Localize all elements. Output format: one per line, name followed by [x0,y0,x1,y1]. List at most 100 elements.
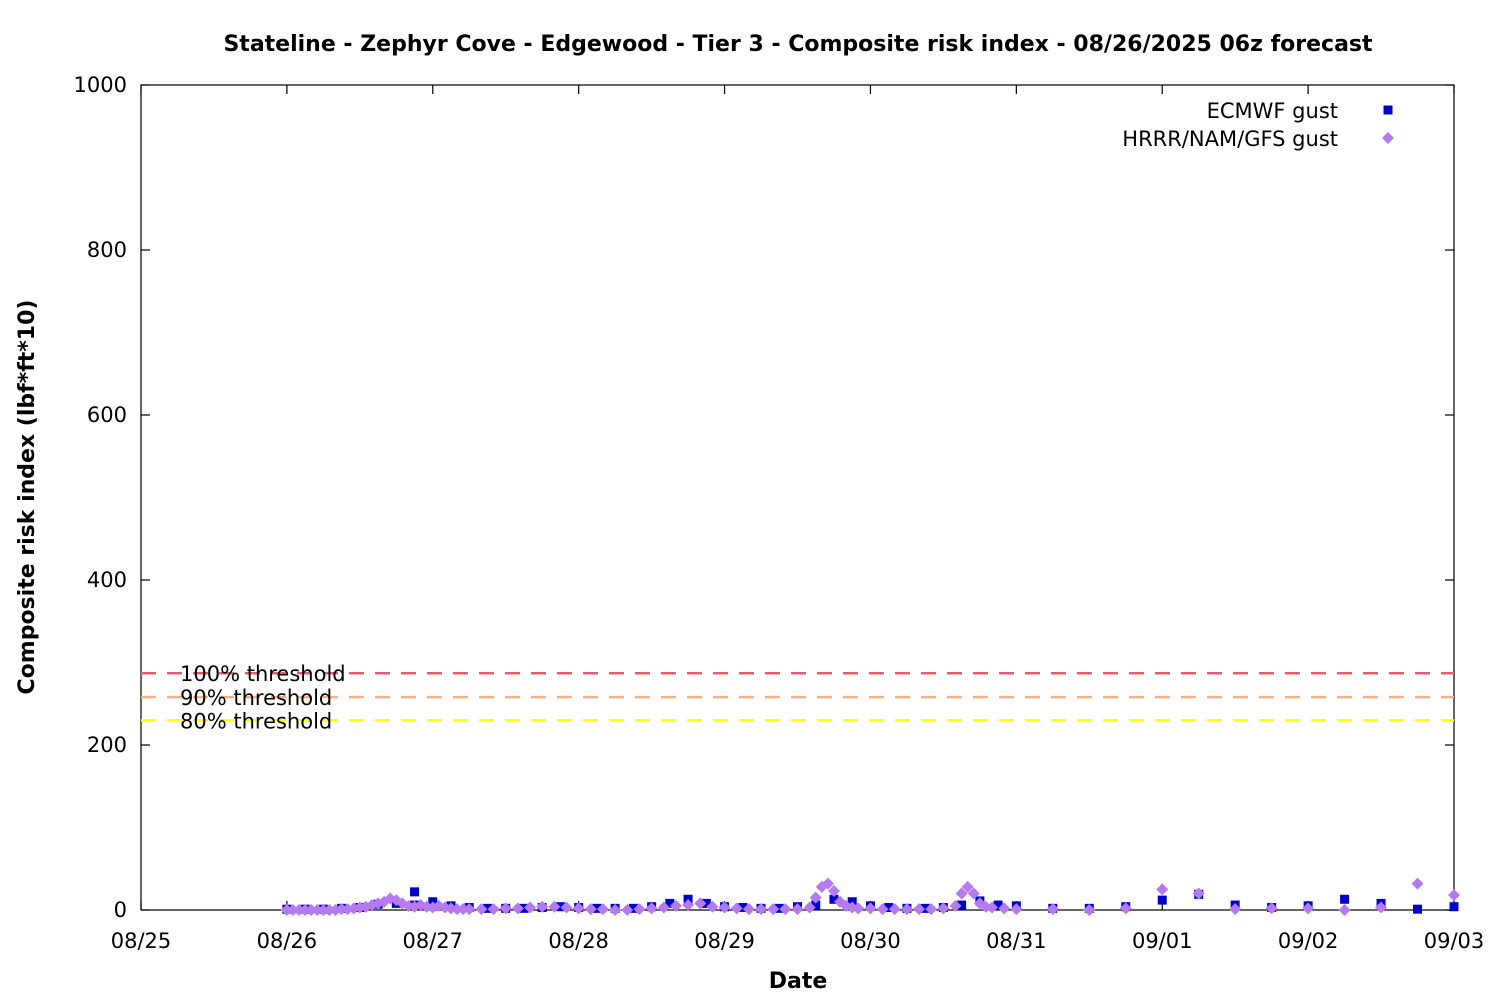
data-point [809,891,822,904]
data-point [701,898,711,908]
data-point [730,902,743,915]
data-point [609,904,622,916]
data-point [742,903,755,916]
x-tick-label: 09/03 [1424,929,1485,953]
x-axis-label: Date [769,969,828,994]
data-point [1083,904,1096,916]
data-point [986,901,999,914]
legend-label-ecmwf: ECMWF gust [1207,99,1338,123]
data-point [803,901,816,914]
data-point [1448,889,1460,902]
x-tick-label: 08/25 [111,929,172,953]
data-point [920,903,930,913]
data-point [1119,902,1132,915]
data-point [955,887,968,900]
threshold-label: 100% threshold [180,662,346,686]
data-point [335,903,348,916]
data-point [888,903,901,916]
x-tick-label: 08/27 [403,929,464,953]
x-tick-label: 08/30 [840,929,901,953]
data-point [774,903,784,913]
data-point [280,904,293,916]
data-point [451,903,464,916]
data-point [305,904,318,916]
data-point [767,903,780,916]
x-axis: 08/25 08/26 08/27 08/28 08/29 08/30 08/31 09/01… [111,85,1485,953]
data-point [519,903,529,913]
data-point [524,901,537,914]
data-point [323,904,336,916]
legend-marker-ecmwf [1383,105,1393,115]
y-axis: 0 200 400 600 800 1000 [74,73,1454,922]
legend-marker-hrrr [1382,132,1394,144]
data-point [998,902,1011,915]
data-point [657,901,670,914]
data-point [1411,877,1424,890]
data-point [482,903,492,913]
data-point [811,900,821,910]
data-point [1338,904,1351,916]
data-point [645,902,658,915]
data-point [499,902,512,915]
data-point [592,903,602,913]
data-point [596,903,609,916]
data-point [317,904,330,916]
data-point [852,902,865,915]
data-point [555,902,565,912]
data-point [1413,904,1423,914]
y-tick-label: 0 [114,898,127,922]
data-point [821,877,834,890]
y-tick-label: 800 [87,238,127,262]
data-point [1265,902,1278,915]
data-point [900,903,913,916]
data-point [913,903,926,916]
data-point [621,904,634,916]
data-point [311,904,324,916]
y-tick-label: 400 [87,568,127,592]
data-point [827,885,840,898]
data-point [925,903,938,916]
data-point [967,887,980,900]
data-point [511,902,524,915]
data-point [410,887,420,897]
x-tick-label: 08/28 [548,929,609,953]
y-tick-label: 600 [87,403,127,427]
threshold-label: 90% threshold [180,686,332,710]
data-point [548,900,561,913]
data-point [779,903,792,916]
y-tick-label: 200 [87,733,127,757]
threshold-label: 80% threshold [180,709,332,733]
data-point [706,900,719,913]
x-tick-label: 08/26 [257,929,318,953]
data-point [961,880,974,893]
x-tick-label: 09/01 [1132,929,1193,953]
data-point [682,899,695,912]
data-point [957,900,967,910]
data-point [665,898,675,908]
data-point [694,897,707,910]
data-point [487,903,500,916]
data-point [738,903,748,913]
data-point [536,900,549,913]
data-point [572,902,585,915]
data-point [829,894,839,904]
data-point [718,901,731,914]
data-point [755,903,768,916]
data-point [457,903,470,916]
data-point [633,903,646,916]
data-point [669,899,682,912]
x-tick-label: 08/29 [694,929,755,953]
data-point [949,899,962,912]
data-point [1156,883,1169,896]
y-tick-label: 1000 [74,73,127,97]
data-point [993,900,1003,910]
data-point [1157,895,1167,905]
data-point [884,903,894,913]
x-tick-label: 09/02 [1278,929,1339,953]
data-point [560,901,573,914]
plot-frame [140,84,1455,911]
data-point [463,903,476,916]
chart-title: Stateline - Zephyr Cove - Edgewood - Tie… [223,32,1373,57]
data-point [628,903,638,913]
